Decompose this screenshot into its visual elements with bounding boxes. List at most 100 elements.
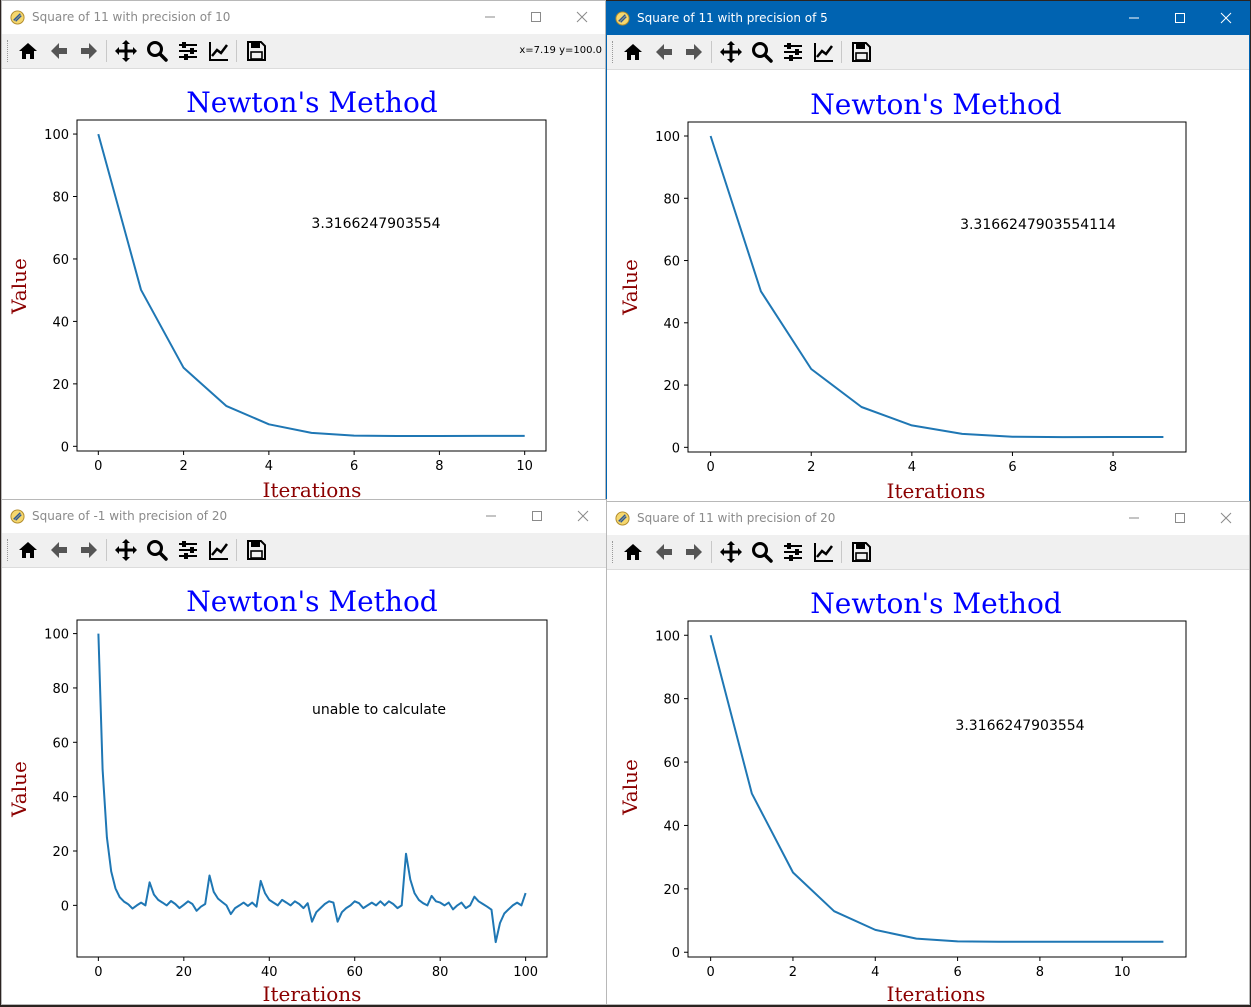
app-icon <box>615 511 630 526</box>
result-annotation: 3.3166247903554 <box>311 216 440 232</box>
save-button[interactable] <box>849 40 873 64</box>
configure-subplots-button[interactable] <box>176 538 200 562</box>
configure-subplots-button[interactable] <box>176 39 200 63</box>
close-button[interactable] <box>1203 502 1249 535</box>
title-bar[interactable]: Square of 11 with precision of 5 <box>607 2 1249 35</box>
x-tick-label: 8 <box>1109 460 1117 475</box>
save-icon <box>852 42 871 62</box>
configure-subplots-icon <box>784 543 802 561</box>
save-button[interactable] <box>244 39 268 63</box>
window-title: Square of 11 with precision of 10 <box>32 10 231 24</box>
pan-button[interactable] <box>719 40 743 64</box>
edit-axis-icon <box>814 543 833 562</box>
zoom-button[interactable] <box>750 40 774 64</box>
save-button[interactable] <box>849 540 873 564</box>
configure-subplots-button[interactable] <box>781 40 805 64</box>
maximize-button[interactable] <box>513 1 559 34</box>
edit-axis-button[interactable] <box>207 39 231 63</box>
forward-arrow-button[interactable] <box>77 39 101 63</box>
save-icon <box>247 540 266 560</box>
edit-axis-button[interactable] <box>812 540 836 564</box>
edit-axis-icon <box>209 42 228 61</box>
series-line <box>709 135 1164 439</box>
close-icon <box>576 11 588 23</box>
home-icon <box>19 43 37 59</box>
back-arrow-button[interactable] <box>652 540 676 564</box>
toolbar-grip <box>612 41 615 63</box>
forward-arrow-icon <box>81 542 97 558</box>
pan-button[interactable] <box>719 540 743 564</box>
toolbar-separator <box>106 40 107 62</box>
plot-area <box>76 119 547 452</box>
y-axis-label: Value <box>618 259 642 316</box>
maximize-button[interactable] <box>1157 502 1203 535</box>
forward-arrow-button[interactable] <box>682 40 706 64</box>
maximize-button[interactable] <box>1157 2 1203 35</box>
edit-axis-button[interactable] <box>812 40 836 64</box>
y-tick-label: 100 <box>44 628 69 643</box>
pan-button[interactable] <box>114 538 138 562</box>
configure-subplots-button[interactable] <box>781 540 805 564</box>
pan-button[interactable] <box>114 39 138 63</box>
close-button[interactable] <box>560 500 606 533</box>
chart-title: Newton's Method <box>810 88 1062 121</box>
x-tick-label: 6 <box>1008 460 1016 475</box>
edit-axis-icon <box>209 541 228 560</box>
x-tick-label: 10 <box>1114 965 1131 980</box>
forward-arrow-button[interactable] <box>77 538 101 562</box>
title-bar[interactable]: Square of 11 with precision of 10 <box>2 1 605 34</box>
home-button[interactable] <box>621 540 645 564</box>
zoom-button[interactable] <box>145 39 169 63</box>
edit-axis-button[interactable] <box>207 538 231 562</box>
y-tick-label: 0 <box>61 899 69 914</box>
home-button[interactable] <box>16 538 40 562</box>
x-tick-label: 4 <box>871 965 879 980</box>
back-arrow-button[interactable] <box>652 40 676 64</box>
series-line <box>97 633 527 944</box>
x-tick-label: 0 <box>94 459 102 474</box>
x-tick-label: 10 <box>516 459 533 474</box>
home-button[interactable] <box>621 40 645 64</box>
navigation-toolbar <box>607 535 1249 570</box>
y-tick-label: 40 <box>52 791 69 806</box>
title-bar[interactable]: Square of -1 with precision of 20 <box>2 500 606 533</box>
x-tick-label: 40 <box>261 965 278 980</box>
home-button[interactable] <box>16 39 40 63</box>
chart-title: Newton's Method <box>810 587 1062 620</box>
x-tick-label: 0 <box>94 965 102 980</box>
back-arrow-icon <box>51 542 67 558</box>
plot-window-4: Square of 11 with precision of 20 Newton… <box>606 501 1250 1005</box>
title-bar[interactable]: Square of 11 with precision of 20 <box>607 502 1249 535</box>
series-line <box>709 635 1164 943</box>
back-arrow-button[interactable] <box>47 39 71 63</box>
back-arrow-icon <box>656 544 672 560</box>
app-icon <box>615 11 630 26</box>
y-tick-label: 40 <box>663 317 680 332</box>
y-tick-label: 80 <box>52 682 69 697</box>
y-tick-label: 80 <box>663 192 680 207</box>
minimize-button[interactable] <box>468 500 514 533</box>
minimize-button[interactable] <box>1111 502 1157 535</box>
x-axis-label: Iterations <box>887 479 986 502</box>
home-icon <box>19 542 37 558</box>
y-tick-label: 20 <box>663 379 680 394</box>
y-tick-label: 80 <box>52 191 69 206</box>
zoom-button[interactable] <box>750 540 774 564</box>
save-button[interactable] <box>244 538 268 562</box>
forward-arrow-button[interactable] <box>682 540 706 564</box>
navigation-toolbar <box>607 35 1249 70</box>
y-tick-label: 100 <box>655 130 680 145</box>
minimize-button[interactable] <box>467 1 513 34</box>
toolbar-grip <box>612 541 615 563</box>
result-annotation: 3.3166247903554114 <box>960 217 1116 233</box>
close-button[interactable] <box>559 1 605 34</box>
zoom-button[interactable] <box>145 538 169 562</box>
back-arrow-button[interactable] <box>47 538 71 562</box>
minimize-button[interactable] <box>1111 2 1157 35</box>
close-button[interactable] <box>1203 2 1249 35</box>
zoom-icon <box>752 42 773 63</box>
toolbar-separator <box>841 541 842 563</box>
forward-arrow-icon <box>686 544 702 560</box>
maximize-button[interactable] <box>514 500 560 533</box>
